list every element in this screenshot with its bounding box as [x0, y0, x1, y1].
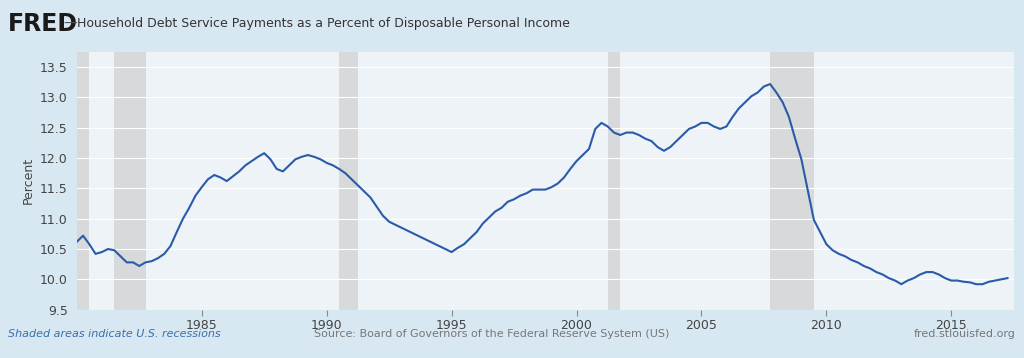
Bar — [77, 52, 89, 310]
Text: FRED: FRED — [8, 11, 78, 36]
Text: Source: Board of Governors of the Federal Reserve System (US): Source: Board of Governors of the Federa… — [313, 329, 670, 339]
Bar — [115, 52, 145, 310]
Text: Household Debt Service Payments as a Percent of Disposable Personal Income: Household Debt Service Payments as a Per… — [77, 17, 569, 30]
Bar — [607, 52, 621, 310]
Bar — [339, 52, 358, 310]
Bar — [770, 52, 814, 310]
Text: —: — — [63, 16, 77, 31]
Text: Shaded areas indicate U.S. recessions: Shaded areas indicate U.S. recessions — [8, 329, 221, 339]
Text: fred.stlouisfed.org: fred.stlouisfed.org — [914, 329, 1016, 339]
Y-axis label: Percent: Percent — [22, 157, 35, 204]
